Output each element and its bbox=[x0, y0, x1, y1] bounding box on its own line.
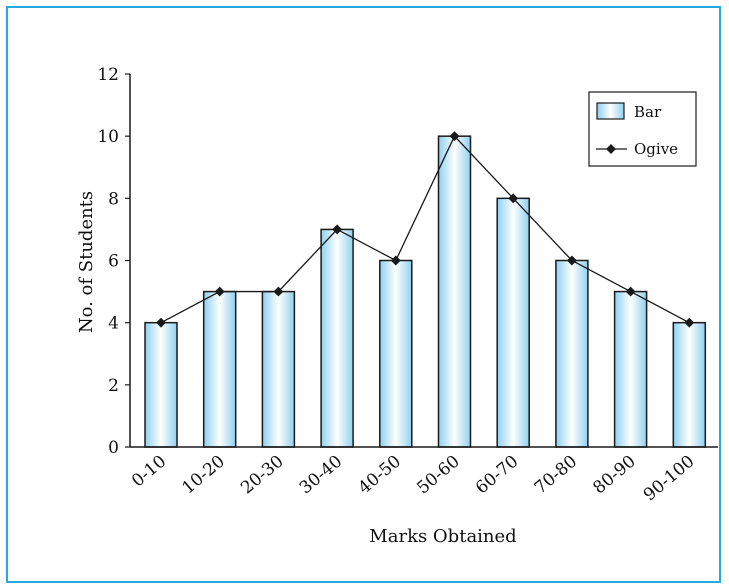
ogive-point bbox=[273, 286, 284, 297]
y-tick-label: 0 bbox=[108, 438, 119, 458]
x-tick-label: 0-10 bbox=[128, 452, 170, 492]
legend-bar-label: Bar bbox=[634, 103, 662, 121]
y-tick-label: 8 bbox=[108, 189, 119, 209]
x-tick-label: 10-20 bbox=[179, 452, 229, 499]
y-tick-label: 12 bbox=[97, 65, 119, 85]
x-tick-label: 90-100 bbox=[640, 452, 699, 506]
bar bbox=[320, 228, 354, 448]
ogive-series bbox=[156, 131, 695, 328]
ogive-point bbox=[449, 131, 460, 142]
x-tick-label: 50-60 bbox=[413, 452, 463, 499]
x-tick-label: 30-40 bbox=[296, 452, 346, 499]
ogive-point bbox=[625, 286, 636, 297]
y-tick-label: 2 bbox=[108, 376, 119, 396]
y-axis-title: No. of Students bbox=[76, 191, 97, 333]
ogive-point bbox=[390, 255, 401, 266]
bar bbox=[496, 197, 530, 448]
x-ticks: 0-10 10-20 20-30 30-40 40-50 50-60 60-70 70-80 8… bbox=[128, 452, 698, 506]
bar bbox=[144, 321, 178, 448]
bar bbox=[379, 259, 413, 448]
y-ticks: 0 2 4 6 8 10 12 bbox=[97, 65, 130, 458]
ogive-point bbox=[684, 317, 695, 328]
y-tick-label: 10 bbox=[97, 127, 119, 147]
x-tick-label: 60-70 bbox=[472, 452, 522, 499]
ogive-point bbox=[332, 224, 343, 235]
ogive-line bbox=[160, 135, 690, 324]
ogive-point bbox=[566, 255, 577, 266]
legend-ogive-marker bbox=[606, 144, 616, 154]
bar bbox=[261, 290, 296, 448]
x-tick-label: 20-30 bbox=[237, 452, 287, 499]
ogive-point bbox=[214, 286, 225, 297]
bar bbox=[672, 321, 707, 448]
bar bbox=[437, 135, 472, 448]
x-tick-label: 80-90 bbox=[589, 452, 639, 499]
legend-bar-swatch bbox=[596, 102, 625, 120]
legend: Bar Ogive bbox=[588, 91, 697, 167]
ogive-point bbox=[508, 193, 519, 204]
y-tick-label: 6 bbox=[108, 252, 119, 272]
x-tick-label: 70-80 bbox=[531, 452, 581, 499]
bar bbox=[555, 259, 589, 448]
bar bbox=[613, 290, 648, 448]
x-axis-title: Marks Obtained bbox=[369, 526, 516, 547]
legend-ogive-label: Ogive bbox=[634, 140, 678, 158]
y-tick-label: 4 bbox=[108, 314, 119, 334]
x-tick-label: 40-50 bbox=[355, 452, 405, 499]
bar bbox=[202, 290, 237, 448]
ogive-point bbox=[156, 317, 166, 328]
bars bbox=[144, 135, 707, 448]
